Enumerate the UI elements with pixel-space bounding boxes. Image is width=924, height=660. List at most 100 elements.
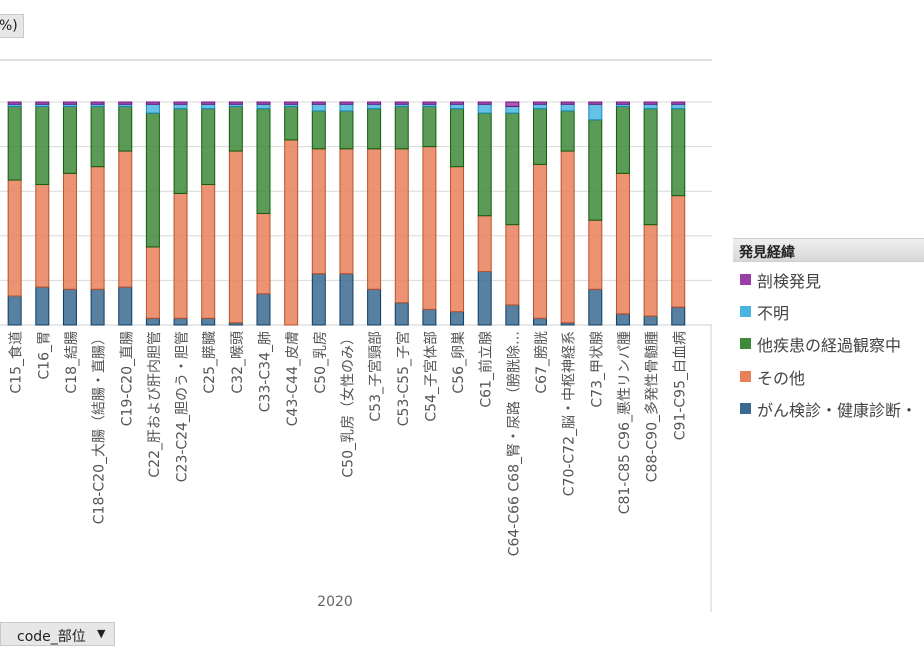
bar-segment: [145, 317, 160, 326]
bar-segment: [505, 112, 520, 226]
code-field-filter-button[interactable]: code_部位 ▼: [0, 622, 115, 646]
legend-item-label: 剖検発見: [757, 272, 822, 291]
bar-segment: [62, 288, 77, 326]
bar-segment: [394, 101, 409, 105]
bar-segment: [7, 179, 22, 297]
bar-segment: [505, 304, 520, 326]
bar-segment: [505, 105, 520, 114]
bar-segment: [173, 103, 188, 110]
bar-segment: [311, 273, 326, 326]
bar-segment: [311, 103, 326, 112]
x-tick-label: C16_胃: [36, 331, 52, 380]
dropdown-arrow-icon[interactable]: ▼: [97, 627, 106, 640]
bar-segment: [560, 103, 575, 112]
bar-segment: [339, 273, 354, 326]
bar-segment: [35, 105, 50, 186]
bar-segment: [643, 101, 658, 105]
bar-segment: [201, 108, 216, 186]
legend-swatch: [740, 338, 751, 349]
bar-segment: [394, 105, 409, 150]
bar-segment: [201, 184, 216, 319]
x-tick-label: C18-C20_大腸（結腸・直腸）: [91, 331, 108, 524]
bar-segment: [339, 103, 354, 112]
bar-segment: [394, 302, 409, 326]
bar-segment: [35, 286, 50, 326]
bar-segment: [90, 105, 105, 168]
bar-segment: [7, 101, 22, 105]
bar-segment: [588, 119, 603, 221]
x-tick-label: C50_乳房（女性のみ）: [339, 331, 356, 478]
bar-segment: [533, 163, 547, 319]
bar-segment: [671, 108, 686, 197]
x-tick-label: C70-C72_脳・中枢神経系: [562, 331, 578, 496]
bar-segment: [588, 103, 603, 121]
bar-segment: [477, 103, 492, 114]
legend-swatch: [740, 274, 751, 285]
bar-segment: [35, 101, 50, 105]
bar-segment: [477, 112, 492, 217]
bar-segment: [118, 150, 133, 288]
x-tick-label: C81-C85 C96_悪性リンパ腫: [617, 331, 633, 514]
bar-segment: [450, 101, 465, 105]
bar-segment: [145, 101, 160, 105]
bar-segment: [228, 105, 243, 152]
x-tick-label: C43-C44_皮膚: [285, 331, 301, 426]
bar-segment: [450, 103, 465, 110]
x-tick-label: C64-C66 C68_腎・尿路（膀胱除…: [505, 331, 522, 556]
bar-segment: [615, 313, 630, 326]
bar-segment: [256, 103, 271, 110]
bar-segment: [35, 184, 50, 288]
bar-segment: [450, 108, 465, 168]
bar-segment: [560, 110, 575, 152]
bar-segment: [367, 288, 382, 326]
bar-segment: [505, 101, 520, 107]
bar-segment: [256, 108, 271, 214]
bar-segment: [62, 105, 77, 174]
bar-segment: [62, 101, 77, 105]
x-tick-label: C33-C34_肺: [258, 331, 274, 412]
bar-segment: [643, 108, 658, 226]
legend-item-label: 不明: [757, 304, 790, 323]
x-tick-label: C53-C55_子宮: [396, 331, 412, 426]
bar-segment: [671, 103, 686, 110]
legend-item-label: 他疾患の経過観察中: [757, 336, 902, 355]
bar-segment: [588, 288, 603, 326]
bar-segment: [145, 246, 160, 319]
bar-segment: [367, 101, 382, 105]
bar-segment: [62, 172, 77, 290]
bar-segment: [284, 101, 299, 105]
bar-segment: [173, 101, 188, 105]
x-tick-label: C19-C20_直腸: [118, 331, 135, 426]
x-tick-label: C91-C95_白血病: [672, 331, 688, 440]
x-tick-label: C73_甲状腺: [589, 331, 605, 408]
x-tick-label: C88-C90_多発性骨髄腫: [644, 331, 661, 482]
bar-segment: [671, 101, 686, 105]
bar-segment: [422, 105, 437, 148]
bar-segment: [339, 148, 354, 275]
bar-segment: [533, 103, 547, 110]
bar-segment: [450, 311, 465, 326]
bar-segment: [671, 195, 686, 308]
bar-segment: [394, 148, 409, 304]
bar-segment: [339, 101, 354, 105]
bar-segment: [367, 148, 382, 290]
bar-segment: [311, 101, 326, 105]
legend-swatch: [740, 371, 751, 382]
bar-segment: [533, 108, 547, 165]
bar-segment: [477, 270, 492, 326]
bar-segment: [615, 101, 630, 105]
x-tick-label: C15_食道: [8, 331, 25, 394]
bar-segment: [284, 139, 299, 326]
bar-segment: [505, 224, 520, 306]
bar-segment: [90, 288, 105, 326]
bar-segment: [256, 101, 271, 105]
bar-segment: [422, 146, 437, 310]
bar-segment: [256, 213, 271, 295]
bar-segment: [422, 101, 437, 105]
bar-segment: [7, 105, 22, 181]
field-filter-chip[interactable]: %): [0, 14, 24, 38]
x-tick-label: C61_前立腺: [478, 331, 495, 408]
x-tick-label: C50_乳房: [313, 331, 329, 394]
legend-swatch: [740, 306, 751, 317]
bar-segment: [367, 103, 382, 110]
